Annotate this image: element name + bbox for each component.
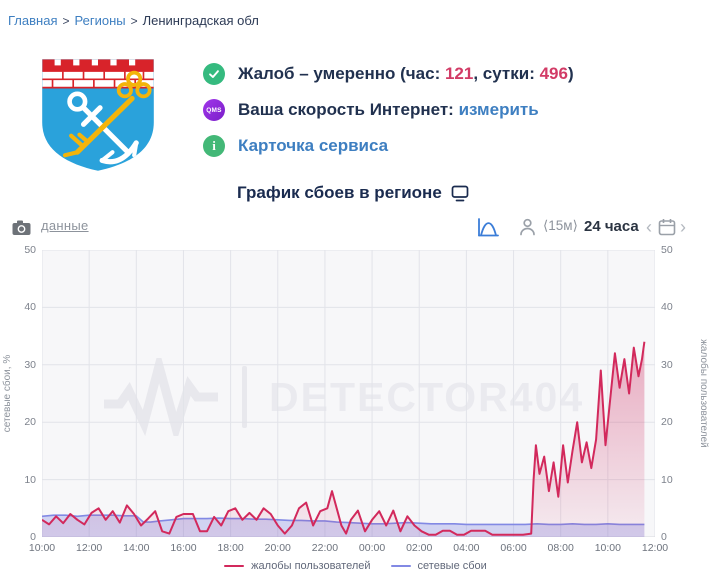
complaints-status-row: Жалоб – умеренно (час: 121, сутки: 496) — [203, 62, 574, 86]
chart-canvas[interactable] — [42, 250, 655, 537]
legend-item-network[interactable]: сетевые сбои — [390, 560, 487, 572]
x-tick-label: 10:00 — [594, 542, 621, 554]
x-tick-label: 10:00 — [28, 542, 56, 554]
next-period-button[interactable]: › — [680, 217, 686, 237]
y-tick-label: 10 — [24, 473, 36, 486]
x-tick-label: 06:00 — [500, 542, 527, 554]
y-tick-label: 20 — [24, 416, 36, 429]
data-link[interactable]: данные — [41, 218, 89, 233]
service-card-link[interactable]: Карточка сервиса — [238, 136, 389, 155]
qms-icon: QMS — [203, 99, 225, 121]
legend-swatch-network — [390, 564, 411, 568]
x-tick-label: 20:00 — [264, 542, 291, 554]
complaints-day-count: 496 — [539, 64, 568, 83]
region-coat-of-arms — [42, 59, 154, 171]
outage-chart-plot[interactable]: DETECTOR404 — [42, 250, 655, 537]
y-tick-label: 20 — [661, 416, 673, 429]
x-tick-label: 00:00 — [358, 542, 386, 554]
range-selector[interactable]: 24 часа — [584, 218, 639, 235]
interval-selector[interactable]: ⟨15м⟩ — [543, 218, 578, 233]
y-axis-title-left: сетевые сбои, % — [2, 354, 14, 433]
breadcrumb-separator: > — [130, 14, 138, 28]
measure-speed-link[interactable]: измерить — [458, 100, 539, 119]
y-tick-label: 40 — [24, 301, 36, 314]
x-tick-label: 08:00 — [547, 542, 574, 554]
y-tick-label: 50 — [661, 244, 673, 256]
user-icon[interactable] — [519, 218, 536, 236]
complaints-status-text: Жалоб – умеренно (час: 121, сутки: 496) — [238, 64, 574, 83]
x-tick-label: 02:00 — [406, 542, 433, 554]
monitor-icon — [451, 185, 469, 201]
x-tick-label: 04:00 — [453, 542, 480, 554]
legend-label-network: сетевые сбои — [417, 560, 487, 572]
legend-label-complaints: жалобы пользователей — [251, 560, 371, 572]
legend-item-complaints[interactable]: жалобы пользователей — [224, 560, 371, 572]
y-tick-label: 40 — [661, 301, 673, 314]
chart-title: График сбоев в регионе — [237, 183, 442, 202]
calendar-icon[interactable] — [658, 218, 676, 236]
breadcrumb-current: Ленинградская обл — [142, 13, 259, 28]
x-tick-label: 16:00 — [170, 542, 197, 554]
x-tick-label: 18:00 — [217, 542, 244, 554]
y-tick-label: 50 — [24, 244, 36, 256]
y-tick-label: 0 — [30, 531, 36, 543]
x-tick-label: 12:00 — [641, 542, 669, 554]
screenshot-camera-icon[interactable] — [12, 220, 31, 236]
y-axis-title-right: жалобы пользователей — [697, 339, 709, 448]
chart-toolbar: данные ⟨15м⟩ 24 часа ‹ › — [0, 216, 711, 242]
breadcrumb-separator: > — [62, 14, 70, 28]
x-tick-label: 14:00 — [123, 542, 150, 554]
legend-swatch-complaints — [224, 564, 245, 568]
y-tick-label: 10 — [661, 473, 673, 486]
breadcrumb-home-link[interactable]: Главная — [8, 13, 58, 28]
anchor-icon — [67, 91, 139, 165]
speed-test-row: QMS Ваша скорость Интернет: измерить — [203, 98, 539, 122]
check-icon — [203, 63, 225, 85]
distribution-chart-icon[interactable] — [476, 217, 500, 238]
breadcrumb: Главная > Регионы > Ленинградская обл — [8, 13, 259, 28]
service-card-row: i Карточка сервиса — [203, 134, 388, 158]
breadcrumb-regions-link[interactable]: Регионы — [74, 13, 126, 28]
info-icon: i — [203, 135, 225, 157]
speed-test-text: Ваша скорость Интернет: измерить — [238, 100, 539, 119]
y-tick-label: 0 — [661, 531, 667, 543]
y-tick-label: 30 — [661, 358, 673, 371]
y-tick-label: 30 — [24, 358, 36, 371]
x-tick-label: 22:00 — [311, 542, 339, 554]
key-icon — [62, 70, 152, 158]
chart-legend: жалобы пользователей сетевые сбои — [0, 560, 711, 572]
chart-title-row: График сбоев в регионе — [237, 183, 470, 203]
x-tick-label: 12:00 — [76, 542, 103, 554]
complaints-hour-count: 121 — [444, 64, 474, 83]
prev-period-button[interactable]: ‹ — [646, 217, 652, 237]
